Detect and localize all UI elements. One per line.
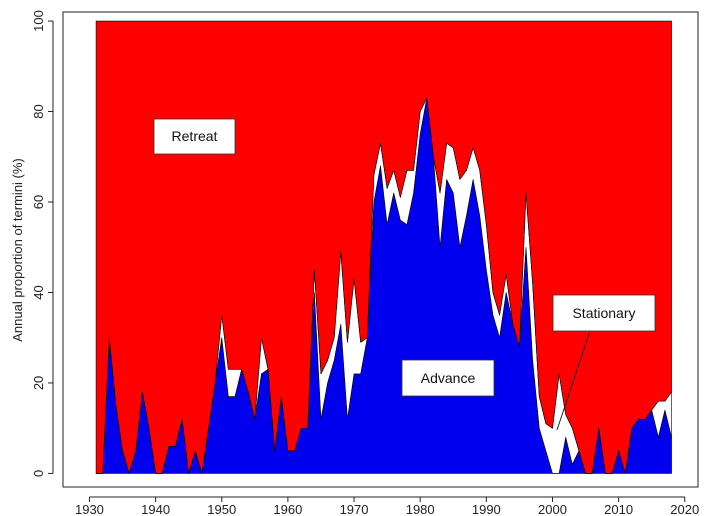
x-tick-label: 2000: [538, 502, 567, 516]
y-axis: 0 20 40 60 80 100: [31, 10, 54, 477]
stationary-label: Stationary: [572, 305, 635, 321]
x-tick-label: 1930: [75, 502, 104, 516]
y-tick-label: 80: [31, 104, 46, 118]
y-tick-label: 100: [31, 10, 46, 32]
y-tick-label: 40: [31, 285, 46, 299]
x-tick-label: 2020: [670, 502, 699, 516]
x-axis: 1930 1940 1950 1960 1970 1980 1990 2000 2010 2020: [75, 496, 699, 516]
x-tick-label: 1990: [472, 502, 501, 516]
x-tick-label: 1940: [141, 502, 170, 516]
stacked-areas: [95, 20, 672, 474]
retreat-label-box: Retreat: [153, 118, 236, 155]
region-labels: Retreat Stationary Advance: [153, 118, 656, 431]
advance-label-box: Advance: [401, 359, 495, 397]
y-axis-title: Annual proportion of termini (%): [10, 158, 25, 342]
stationary-pointer-line: [556, 330, 591, 431]
y-tick-label: 60: [31, 195, 46, 209]
x-tick-label: 1980: [406, 502, 435, 516]
x-tick-label: 2010: [604, 502, 633, 516]
advance-label: Advance: [421, 370, 476, 386]
y-tick-label: 0: [31, 470, 46, 477]
y-tick-label: 20: [31, 376, 46, 390]
stationary-label-box: Stationary: [552, 294, 656, 332]
retreat-label: Retreat: [172, 128, 218, 144]
axes: 1930 1940 1950 1960 1970 1980 1990 2000 2010 2020…: [10, 10, 699, 516]
x-tick-label: 1970: [340, 502, 369, 516]
x-tick-label: 1950: [207, 502, 236, 516]
plot-frame: [62, 11, 699, 488]
area-retreat: [95, 20, 672, 474]
x-tick-label: 1960: [273, 502, 302, 516]
